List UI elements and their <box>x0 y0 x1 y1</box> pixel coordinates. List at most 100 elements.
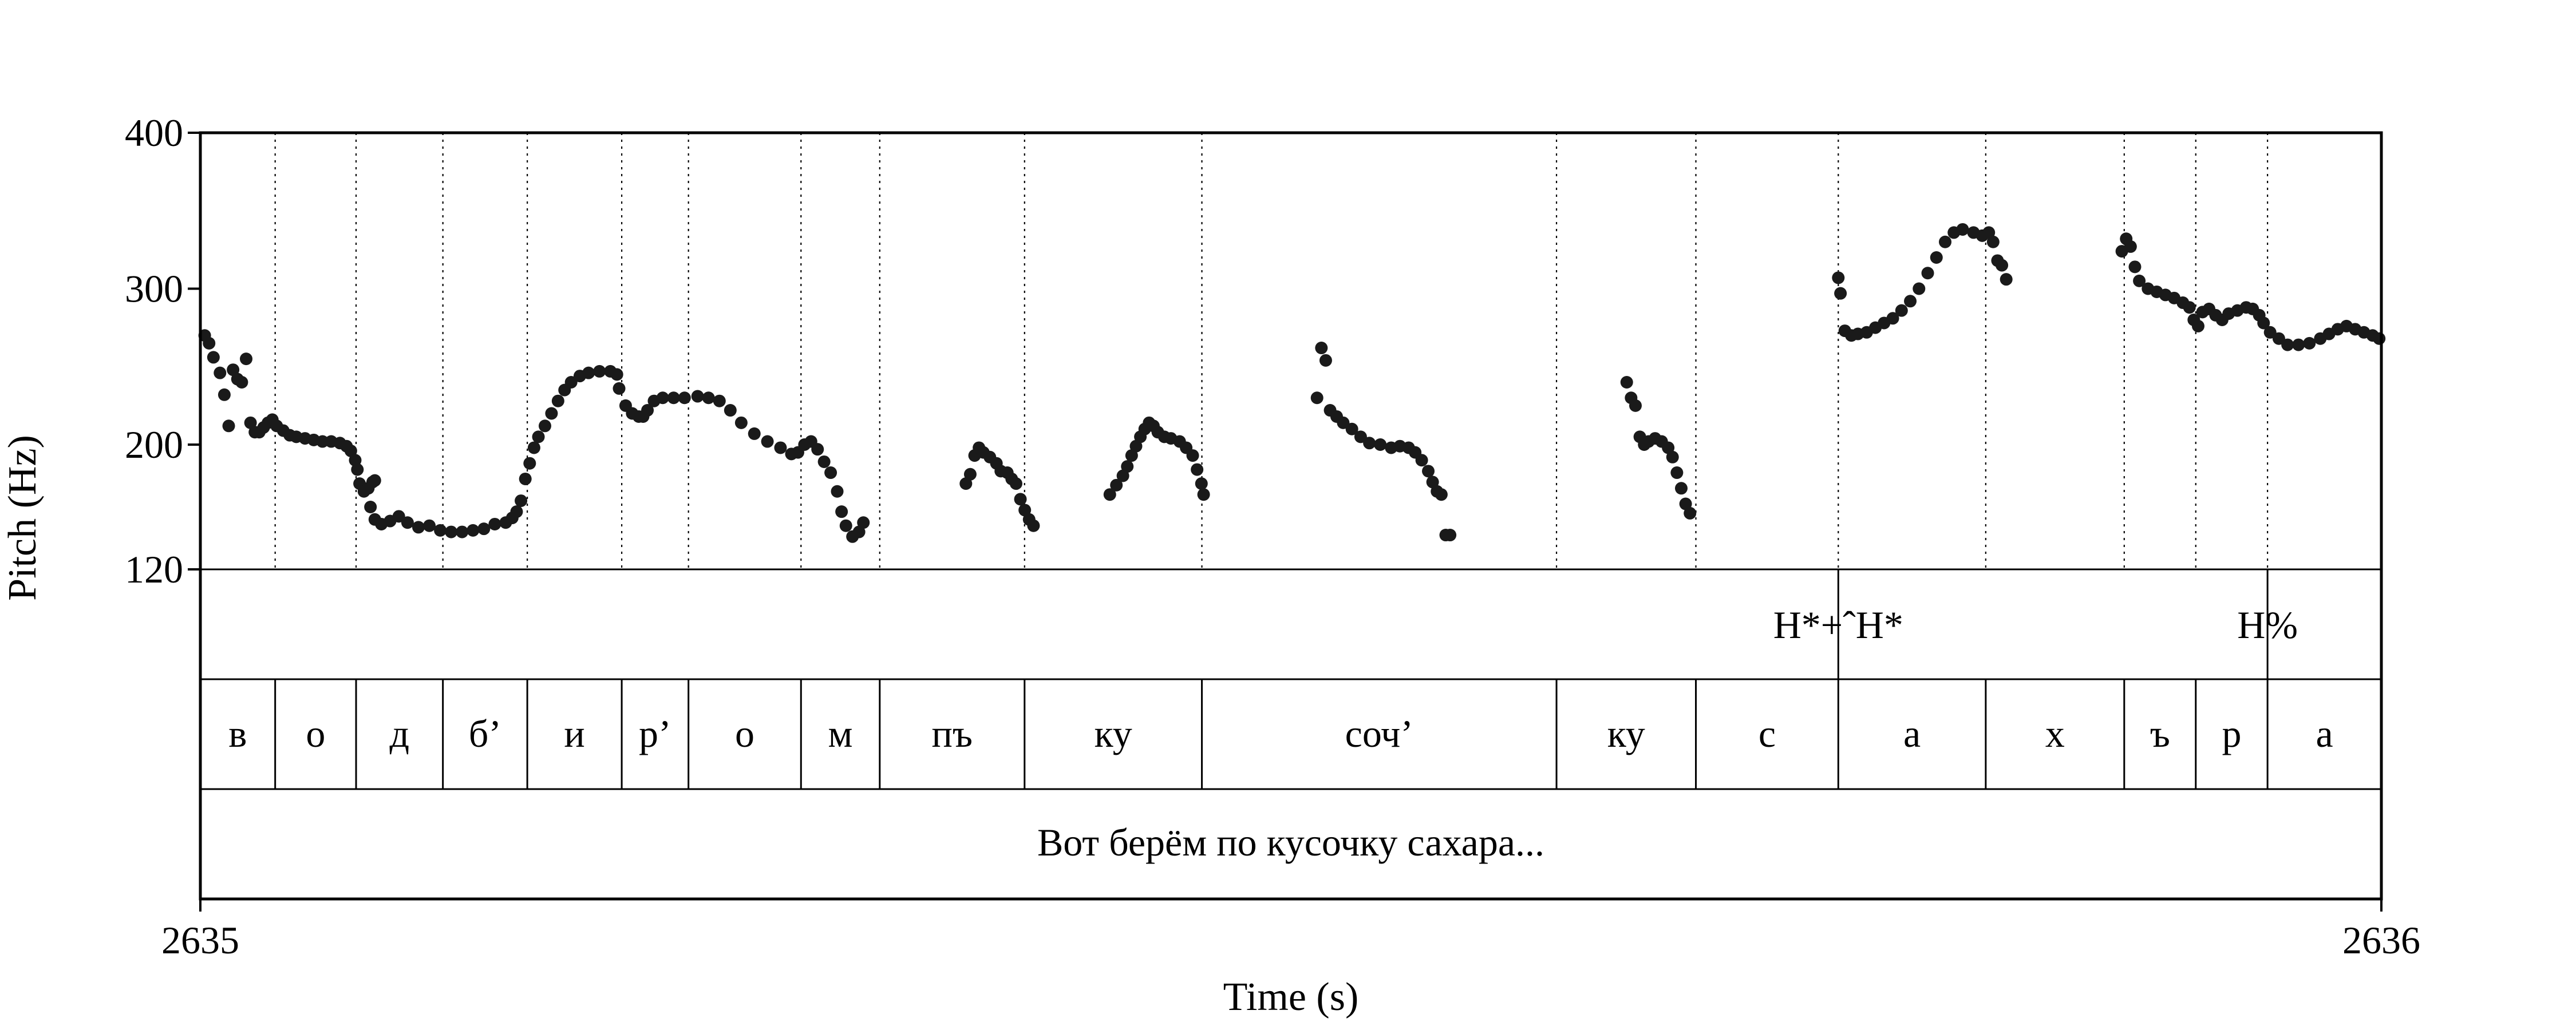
pitch-point <box>1834 287 1847 300</box>
pitch-point <box>852 525 866 538</box>
pitch-point <box>1422 465 1435 478</box>
segment-label: соч’ <box>1345 712 1413 755</box>
pitch-point <box>724 404 737 417</box>
pitch-point <box>702 391 715 405</box>
figure-frame <box>199 131 2383 901</box>
pitch-point <box>218 388 231 401</box>
pitch-point <box>1426 476 1439 489</box>
segment-label: а <box>2316 712 2333 755</box>
pitch-point <box>1620 376 1633 389</box>
pitch-point <box>2257 316 2270 330</box>
pitch-point <box>1354 430 1367 443</box>
pitch-point <box>959 477 973 490</box>
pitch-point <box>344 444 357 457</box>
pitch-point <box>364 501 377 513</box>
pitch-point <box>2133 274 2146 287</box>
pitch-point <box>1363 437 1376 450</box>
pitch-point <box>207 351 220 364</box>
segment-boundaries <box>274 133 2269 789</box>
pitch-point <box>1191 463 1204 476</box>
segment-label: д <box>390 712 410 755</box>
pitch-point <box>1315 342 1328 355</box>
pitch-point <box>1116 469 1129 482</box>
pitch-point <box>817 455 831 468</box>
pitch-point <box>1684 506 1697 520</box>
pitch-point <box>532 430 545 443</box>
pitch-point <box>1904 295 1917 308</box>
pitch-point <box>691 390 704 403</box>
pitch-point <box>244 416 257 429</box>
pitch-point <box>656 391 669 405</box>
pitch-point <box>1129 439 1143 453</box>
pitch-point <box>2303 336 2316 350</box>
pitch-point <box>2281 338 2294 351</box>
pitch-point <box>523 457 536 470</box>
segment-label: м <box>828 712 853 755</box>
pitch-point <box>477 522 491 536</box>
pitch-point <box>401 516 414 529</box>
segment-label: а <box>1903 712 1921 755</box>
pitch-point <box>667 391 680 405</box>
pitch-point <box>434 524 447 537</box>
pitch-point <box>538 419 551 433</box>
segment-label: пъ <box>932 712 973 755</box>
pitch-point <box>1310 391 1323 405</box>
pitch-point <box>748 427 761 440</box>
pitch-point <box>831 485 844 498</box>
segment-label: б’ <box>469 712 501 755</box>
x-tick-label: 2635 <box>161 918 239 962</box>
pitch-point <box>613 382 626 395</box>
pitch-point <box>1679 497 1692 510</box>
pitch-point <box>1197 488 1210 501</box>
pitch-point <box>1345 422 1358 435</box>
pitch-point <box>2373 332 2386 345</box>
pitch-point <box>1444 529 1457 542</box>
segment-label: о <box>735 712 754 755</box>
y-tick-label: 300 <box>125 267 183 311</box>
pitch-point <box>227 363 240 377</box>
pitch-point <box>678 391 691 405</box>
pitch-point <box>857 516 870 529</box>
pitch-point <box>1662 441 1675 454</box>
pitch-point <box>423 519 436 532</box>
pitch-point <box>839 519 852 532</box>
y-tick-label: 400 <box>125 111 183 154</box>
pitch-point <box>392 510 405 523</box>
pitch-point <box>1374 438 1387 451</box>
pitch-point <box>235 376 248 389</box>
axis-ticks: 400 300 200 120 2635 2636 <box>125 111 2420 962</box>
pitch-point <box>1186 449 1199 462</box>
pitch-point <box>368 474 381 487</box>
pitch-point <box>510 505 523 518</box>
pitch-points <box>198 223 2386 543</box>
pitch-point <box>1103 488 1116 501</box>
pitch-point <box>582 366 595 379</box>
pitch-point <box>488 517 501 530</box>
pitch-point <box>1009 477 1022 490</box>
pitch-point <box>240 352 253 366</box>
y-axis-title: Pitch (Hz) <box>1 435 45 601</box>
pitch-point <box>1415 454 1428 467</box>
pitch-point <box>1986 235 2000 248</box>
segment-label: р <box>2222 712 2241 755</box>
segment-label: и <box>564 712 584 755</box>
pitch-point <box>1939 235 1951 248</box>
pitch-point <box>593 365 606 378</box>
segment-label: р’ <box>639 712 671 755</box>
utterance-text: Вот берём по кусочку сахара... <box>1037 821 1544 864</box>
pitch-point <box>1435 488 1448 501</box>
segment-label: в <box>228 712 247 755</box>
pitch-point <box>641 404 654 417</box>
y-tick-label: 120 <box>125 548 183 591</box>
pitch-point <box>1027 519 1040 532</box>
pitch-point <box>1666 450 1679 464</box>
y-tick-label: 200 <box>125 423 183 466</box>
pitch-point <box>214 366 227 379</box>
pitch-point <box>2000 273 2013 286</box>
segment-label: х <box>2045 712 2065 755</box>
pitch-point <box>456 525 469 538</box>
tier-labels: H*+ˆH* H% в о д б’ и р’ о м пъ ку соч’ ку с а х ъ р а <box>228 603 2333 755</box>
pitch-point <box>1913 282 1926 295</box>
segment-label: ку <box>1607 712 1645 755</box>
